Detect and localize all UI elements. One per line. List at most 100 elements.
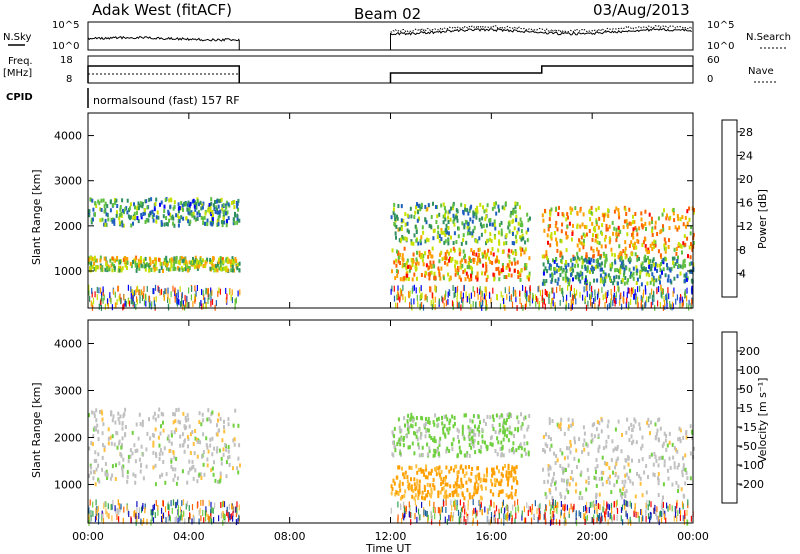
- echo-cell: [233, 259, 236, 264]
- echo-cell: [208, 209, 211, 214]
- near-range-cell: [413, 298, 415, 305]
- echo-cell: [101, 431, 104, 436]
- echo-cell: [547, 227, 550, 232]
- echo-cell: [685, 224, 687, 229]
- echo-cell: [391, 487, 394, 491]
- echo-cell: [103, 204, 106, 209]
- echo-cell: [553, 267, 556, 271]
- echo-cell: [483, 209, 486, 214]
- echo-cell: [109, 208, 112, 213]
- near-range-cell: [434, 296, 436, 303]
- echo-cell: [565, 231, 568, 236]
- echo-cell: [212, 220, 214, 225]
- echo-cell: [466, 225, 469, 230]
- echo-cell: [582, 443, 585, 447]
- near-range-cell: [395, 302, 397, 309]
- near-range-cell: [92, 501, 94, 508]
- echo-cell: [661, 259, 664, 264]
- echo-cell: [106, 472, 109, 477]
- near-range-cell: [96, 287, 98, 293]
- echo-cell: [440, 469, 443, 474]
- echo-cell: [232, 261, 235, 266]
- near-range-cell: [606, 501, 608, 508]
- near-range-cell: [505, 514, 507, 521]
- echo-cell: [175, 408, 178, 413]
- echo-cell: [107, 441, 110, 446]
- near-range-cell: [172, 285, 174, 292]
- near-range-cell: [226, 506, 228, 513]
- near-range-cell: [599, 517, 601, 524]
- echo-cell: [681, 265, 684, 270]
- echo-cell: [590, 210, 593, 215]
- echo-cell: [190, 210, 193, 215]
- near-range-cell: [416, 294, 418, 301]
- echo-cell: [116, 255, 119, 260]
- echo-cell: [135, 268, 138, 273]
- echo-cell: [686, 221, 689, 226]
- near-range-cell: [480, 501, 482, 508]
- echo-cell: [99, 255, 102, 260]
- echo-cell: [89, 470, 92, 475]
- echo-cell: [405, 273, 408, 278]
- near-range-cell: [575, 512, 577, 519]
- echo-cell: [519, 442, 522, 447]
- near-range-cell: [651, 288, 653, 295]
- echo-cell: [151, 209, 154, 214]
- echo-cell: [109, 476, 112, 481]
- echo-cell: [461, 491, 464, 496]
- echo-cell: [492, 222, 495, 227]
- echo-cell: [676, 258, 679, 263]
- echo-cell: [411, 424, 414, 429]
- near-range-cell: [141, 505, 143, 512]
- echo-cell: [444, 434, 447, 439]
- echo-cell: [491, 423, 494, 428]
- near-range-cell: [565, 519, 567, 526]
- echo-cell: [424, 421, 427, 426]
- echo-cell: [401, 235, 404, 239]
- near-range-cell: [154, 284, 157, 291]
- power-colorbar-label: Power [dB]: [756, 189, 769, 249]
- echo-cell: [615, 479, 618, 484]
- echo-cell: [591, 237, 594, 242]
- echo-cell: [568, 446, 571, 451]
- echo-cell: [434, 450, 437, 454]
- echo-cell: [574, 206, 577, 211]
- echo-cell: [91, 198, 94, 203]
- echo-cell: [169, 212, 172, 217]
- near-range-cell: [98, 512, 100, 519]
- echo-cell: [142, 212, 145, 216]
- echo-cell: [492, 252, 495, 257]
- echo-cell: [145, 464, 148, 469]
- echo-cell: [569, 439, 572, 444]
- near-range-cell: [128, 300, 131, 307]
- near-range-cell: [616, 507, 619, 514]
- echo-cell: [419, 241, 422, 246]
- near-range-cell: [165, 288, 167, 295]
- echo-cell: [542, 448, 545, 452]
- echo-cell: [586, 467, 589, 472]
- echo-cell: [152, 440, 155, 445]
- echo-cell: [643, 256, 646, 261]
- echo-cell: [161, 472, 164, 477]
- echo-cell: [582, 212, 585, 217]
- echo-cell: [676, 214, 679, 218]
- echo-cell: [591, 437, 594, 442]
- echo-cell: [227, 216, 230, 221]
- echo-cell: [474, 482, 477, 487]
- echo-cell: [574, 275, 577, 279]
- echo-cell: [115, 198, 118, 203]
- near-range-cell: [479, 504, 481, 511]
- near-range-cell: [223, 501, 226, 508]
- echo-cell: [137, 206, 140, 211]
- near-range-cell: [548, 500, 551, 507]
- echo-cell: [523, 441, 526, 446]
- echo-cell: [226, 256, 229, 261]
- echo-cell: [394, 231, 397, 236]
- near-range-cell: [232, 515, 234, 522]
- echo-cell: [186, 263, 189, 268]
- echo-cell: [115, 213, 118, 218]
- echo-cell: [603, 276, 606, 281]
- echo-cell: [95, 418, 98, 423]
- echo-cell: [104, 218, 107, 223]
- echo-cell: [504, 201, 507, 206]
